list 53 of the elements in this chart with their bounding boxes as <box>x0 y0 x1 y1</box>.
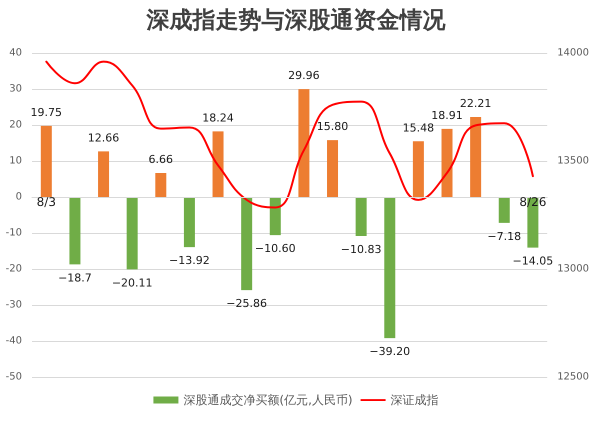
data-label: 18.91 <box>431 108 463 122</box>
y-tick-label: -20 <box>6 264 22 274</box>
y2-tick-label: 13000 <box>557 264 589 274</box>
data-label: −13.92 <box>169 254 210 268</box>
bar <box>384 197 396 338</box>
data-label: 18.24 <box>202 111 234 124</box>
bar <box>155 173 166 197</box>
data-label: −10.60 <box>254 242 296 256</box>
bar <box>241 197 252 290</box>
x-tick-label: 8/3 <box>36 195 56 209</box>
bar <box>356 197 367 236</box>
y-tick-label: -10 <box>6 228 22 238</box>
bar <box>126 197 138 270</box>
y-tick-label: -50 <box>6 372 22 382</box>
data-label: −18.7 <box>58 271 92 284</box>
y2-tick-label: 12500 <box>557 372 589 382</box>
bar <box>40 126 52 197</box>
data-label: −39.20 <box>369 345 410 358</box>
y-tick-label: -30 <box>6 300 22 310</box>
data-label: 15.80 <box>316 120 348 134</box>
bar <box>69 197 80 264</box>
data-label: 12.66 <box>88 131 120 144</box>
legend-label: 深股通成交净买额(亿元,人民币) <box>183 393 353 407</box>
data-label: 22.21 <box>460 97 492 110</box>
bar <box>184 197 195 248</box>
data-label: −10.83 <box>340 242 382 256</box>
bar <box>412 141 424 197</box>
bar <box>212 131 224 197</box>
legend-label: 深证成指 <box>390 393 439 407</box>
bar <box>327 140 338 197</box>
y-tick-label: 30 <box>9 84 22 94</box>
y-tick-label: 0 <box>16 192 22 202</box>
bar <box>298 89 310 197</box>
bar <box>98 151 110 197</box>
bar <box>270 197 281 236</box>
y-tick-label: -40 <box>6 336 22 346</box>
y-tick-label: 40 <box>9 48 22 58</box>
data-label: −20.11 <box>112 276 153 290</box>
y-tick-label: 10 <box>9 156 22 166</box>
y-tick-label: 20 <box>9 120 22 130</box>
data-label: 6.66 <box>148 153 174 166</box>
bar <box>470 117 482 197</box>
data-label: −14.05 <box>512 254 554 268</box>
bar <box>498 197 510 223</box>
data-label: 19.75 <box>30 106 62 119</box>
bar <box>442 128 453 197</box>
y2-tick-label: 14000 <box>557 48 589 58</box>
data-label: 15.48 <box>402 121 434 134</box>
data-label: −7.18 <box>487 230 522 243</box>
data-label: −25.86 <box>226 297 268 310</box>
chart-title: 深成指走势与深股通资金情况 <box>146 8 446 34</box>
data-label: 29.96 <box>288 69 320 82</box>
y2-tick-label: 13500 <box>557 156 589 166</box>
